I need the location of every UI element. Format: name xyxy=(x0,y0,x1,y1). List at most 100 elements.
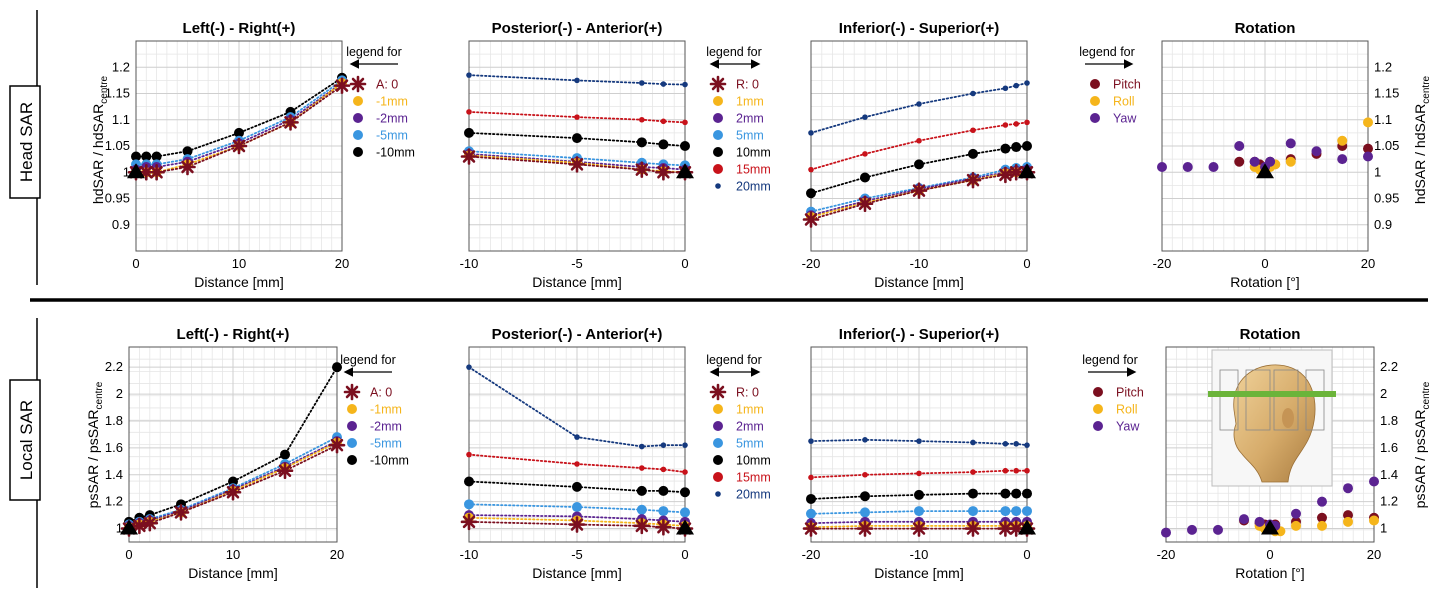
star-marker-stroke xyxy=(966,173,980,187)
panel-1: Posterior(-) - Anterior(+) -10 -5 0 Distance… xyxy=(460,20,771,290)
legend-marker xyxy=(353,147,363,157)
panel-title: Rotation xyxy=(1235,20,1296,37)
data-point xyxy=(572,481,582,492)
data-point xyxy=(464,127,474,138)
legend-marker xyxy=(713,164,723,174)
data-point xyxy=(1013,441,1019,447)
legend-marker xyxy=(347,438,357,448)
data-point xyxy=(280,449,290,460)
legend-marker xyxy=(709,383,727,401)
legend: legend for R: 0 1mm 2mm 5mm 10mm 15mm 20mm xyxy=(706,353,771,502)
star-marker-stroke xyxy=(335,79,349,92)
data-point xyxy=(574,114,580,120)
legend-title: legend for xyxy=(1079,45,1135,59)
data-point xyxy=(1213,524,1223,535)
legend-label: 10mm xyxy=(736,146,771,160)
y-tick-label: 2.2 xyxy=(105,359,123,374)
legend-label: Pitch xyxy=(1113,78,1141,92)
legend-marker xyxy=(353,96,363,106)
y-tick-label: 1.2 xyxy=(112,59,130,74)
data-point xyxy=(1369,476,1379,487)
legend-label: 10mm xyxy=(736,454,771,468)
data-point xyxy=(464,499,474,510)
data-point xyxy=(1234,141,1245,151)
legend-marker xyxy=(347,455,357,465)
data-point xyxy=(862,471,868,478)
ylabel-head-right: hdSAR / hdSARcentre xyxy=(1412,75,1432,204)
legend-marker xyxy=(1093,421,1103,431)
x-tick-label: 20 xyxy=(1361,256,1375,271)
x-tick-label: 20 xyxy=(1367,547,1381,562)
data-point xyxy=(574,77,580,84)
panel-title: Rotation xyxy=(1240,326,1301,343)
legend-label: 5mm xyxy=(736,437,764,451)
legend-label: R: 0 xyxy=(736,386,759,400)
data-point xyxy=(1311,146,1322,157)
legend-marker xyxy=(715,183,721,189)
data-point xyxy=(1002,467,1009,474)
data-point xyxy=(970,469,976,475)
data-point xyxy=(660,442,667,448)
legend: legend for A: 0 -1mm -2mm -5mm -10mm xyxy=(346,45,415,160)
star-marker-stroke xyxy=(330,438,344,452)
panel-4: Left(-) - Right(+) 0 10 20 Distance [mm] 1 1.2… xyxy=(105,326,409,581)
origin-triangle-marker xyxy=(676,519,694,535)
legend-label: -1mm xyxy=(376,95,408,109)
data-point xyxy=(1013,82,1019,89)
data-point xyxy=(1285,156,1296,167)
star-marker-stroke xyxy=(1009,522,1023,535)
x-axis-label: Distance [mm] xyxy=(874,565,963,581)
x-axis-label: Distance [mm] xyxy=(532,274,621,290)
x-tick-label: 10 xyxy=(232,256,246,271)
data-point xyxy=(151,151,162,162)
data-point xyxy=(1013,467,1019,474)
star-marker-stroke xyxy=(570,158,584,171)
y-tick-label: 1.05 xyxy=(1374,138,1399,153)
data-point xyxy=(464,476,474,487)
data-point xyxy=(808,166,814,173)
data-point xyxy=(862,114,868,120)
legend-title: legend for xyxy=(1082,353,1138,367)
legend-marker xyxy=(343,383,361,401)
x-tick-label: 20 xyxy=(330,547,344,562)
data-point xyxy=(1363,143,1373,154)
legend-label: -5mm xyxy=(370,437,402,451)
y-tick-label: 1.8 xyxy=(1380,413,1398,428)
x-tick-label: 20 xyxy=(335,256,349,271)
legend-label: -5mm xyxy=(376,129,408,143)
legend-marker xyxy=(713,404,723,414)
data-point xyxy=(148,163,165,181)
legend-label: R: 0 xyxy=(736,78,759,92)
data-point xyxy=(568,156,586,173)
panel-title: Posterior(-) - Anterior(+) xyxy=(492,20,663,37)
data-point xyxy=(460,513,478,531)
legend-label: 15mm xyxy=(736,471,771,485)
data-point xyxy=(862,151,868,157)
data-point xyxy=(1291,508,1301,519)
x-tick-label: -10 xyxy=(460,256,479,271)
data-point xyxy=(636,137,647,148)
data-point xyxy=(968,506,978,517)
y-tick-label: 1.2 xyxy=(105,494,123,509)
legend-marker xyxy=(713,421,723,431)
data-point xyxy=(466,451,472,458)
y-tick-label: 1.15 xyxy=(1374,86,1399,101)
star-marker-stroke xyxy=(912,522,926,535)
data-point xyxy=(860,172,870,183)
data-point xyxy=(970,439,976,446)
data-point xyxy=(1317,512,1327,523)
panel-title: Left(-) - Right(+) xyxy=(177,326,290,343)
y-tick-label: 1.2 xyxy=(1374,59,1392,74)
legend-marker xyxy=(713,147,723,157)
legend-marker xyxy=(1090,113,1100,123)
data-point xyxy=(574,461,580,467)
data-point xyxy=(808,130,814,136)
legend-marker xyxy=(713,96,723,106)
data-point xyxy=(131,151,141,162)
data-point xyxy=(1024,119,1030,126)
panel-title: Inferior(-) - Superior(+) xyxy=(839,20,999,37)
data-point xyxy=(1187,524,1197,535)
star-marker-stroke xyxy=(804,522,818,535)
legend-label: 20mm xyxy=(736,488,771,502)
